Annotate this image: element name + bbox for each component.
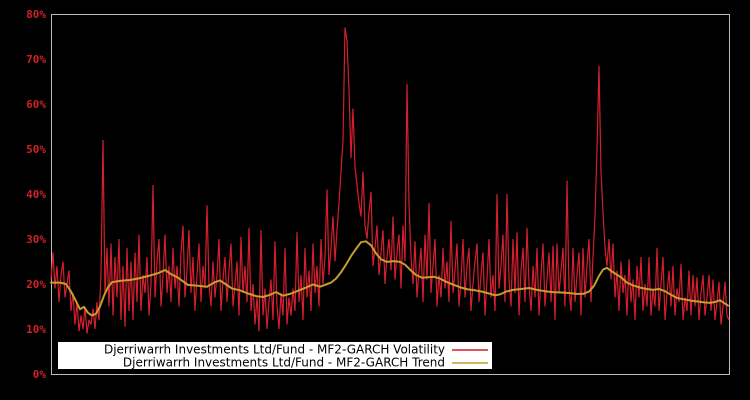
y-tick-label: 60% — [26, 98, 46, 111]
y-tick-label: 10% — [26, 323, 46, 336]
y-tick-label: 70% — [26, 53, 46, 66]
y-tick-label: 0% — [33, 368, 47, 381]
legend-box — [58, 342, 492, 369]
y-tick-label: 80% — [26, 8, 46, 21]
legend-label-volatility: Djerriwarrh Investments Ltd/Fund - MF2-G… — [104, 343, 445, 357]
y-tick-label: 50% — [26, 143, 46, 156]
plot-border — [51, 14, 730, 375]
y-tick-label: 40% — [26, 188, 46, 201]
trend-series-line — [50, 240, 729, 317]
y-axis-labels: 0% 10% 20% 30% 40% 50% 60% 70% 80% — [26, 8, 46, 381]
volatility-series-line — [50, 27, 730, 334]
y-tick-label: 30% — [26, 233, 46, 246]
legend-label-trend: Djerriwarrh Investments Ltd/Fund - MF2-G… — [123, 356, 445, 370]
y-tick-label: 20% — [26, 278, 46, 291]
legend: Djerriwarrh Investments Ltd/Fund - MF2-G… — [58, 342, 492, 370]
